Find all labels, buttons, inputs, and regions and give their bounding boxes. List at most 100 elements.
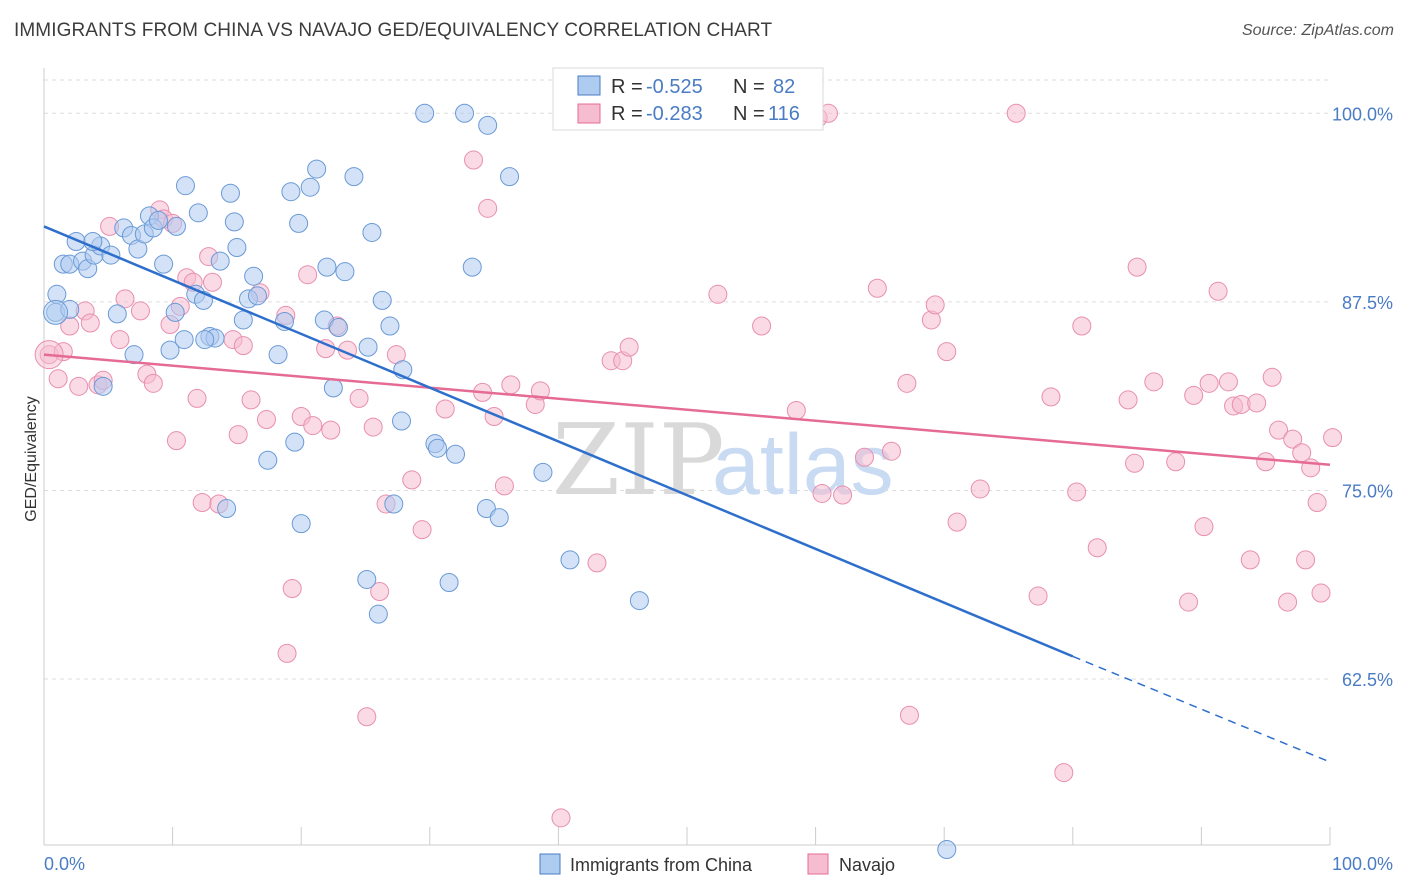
- navajo-point: [1118, 390, 1138, 410]
- navajo-point: [1166, 452, 1186, 472]
- navajo-point: [1311, 583, 1331, 603]
- bottom-legend-china: Immigrants from China: [570, 855, 753, 875]
- china-point: [415, 103, 435, 123]
- navajo-point: [435, 399, 455, 419]
- navajo-point: [897, 373, 917, 393]
- china-point: [476, 499, 496, 519]
- navajo-point: [256, 410, 276, 430]
- trend-lines: [43, 225, 1331, 763]
- china-point: [166, 216, 186, 236]
- legend-swatch-pink: [577, 103, 601, 124]
- navajo-point: [812, 483, 832, 503]
- china-point: [160, 340, 180, 360]
- navajo-point: [494, 476, 514, 496]
- china-point: [195, 330, 215, 350]
- navajo-point: [1247, 393, 1267, 413]
- navajo-point: [587, 553, 607, 573]
- china-point: [188, 203, 208, 223]
- china-point: [392, 411, 412, 431]
- navajo-point: [619, 337, 639, 357]
- navajo-point: [1072, 316, 1092, 336]
- navajo-point: [1278, 592, 1298, 612]
- china-point: [335, 262, 355, 282]
- china-point: [307, 159, 327, 179]
- navajo-point: [349, 388, 369, 408]
- navajo-point: [970, 479, 990, 499]
- navajo-point: [1144, 372, 1164, 392]
- navajo-point: [115, 289, 135, 309]
- china-point: [362, 222, 382, 242]
- navajo-point: [478, 198, 498, 218]
- navajo-point: [69, 376, 89, 396]
- china-point: [478, 115, 498, 135]
- china-point: [629, 591, 649, 611]
- navajo-point: [947, 512, 967, 532]
- navajo-point: [551, 808, 571, 828]
- china-point: [258, 450, 278, 470]
- china-point: [358, 337, 378, 357]
- legend-blue-r-label: R =: [611, 76, 643, 98]
- china-point: [154, 254, 174, 274]
- china-point: [217, 499, 237, 519]
- china-point: [244, 266, 264, 286]
- china-point: [357, 569, 377, 589]
- navajo-point: [110, 330, 130, 350]
- navajo-point: [233, 336, 253, 356]
- series-navajo-points: [34, 103, 1343, 828]
- bottom-legend-navajo: Navajo: [839, 855, 895, 875]
- navajo-point: [786, 400, 806, 420]
- navajo-point: [303, 416, 323, 436]
- navajo-point: [412, 520, 432, 540]
- china-point: [224, 212, 244, 232]
- china-point: [328, 318, 348, 338]
- china-point: [291, 514, 311, 534]
- china-point: [165, 302, 185, 322]
- china-point: [533, 462, 553, 482]
- navajo-point: [282, 579, 302, 599]
- y-tick-label: 75.0%: [1342, 481, 1393, 501]
- navajo-point: [1240, 550, 1260, 570]
- china-point: [344, 167, 364, 187]
- navajo-point: [881, 441, 901, 461]
- china-point-large: [43, 299, 69, 325]
- china-point: [107, 304, 127, 324]
- navajo-point: [130, 301, 150, 321]
- series-china-points: [43, 103, 957, 860]
- navajo-point: [1194, 517, 1214, 537]
- x-tick-label-max: 100.0%: [1332, 854, 1393, 874]
- china-point: [317, 257, 337, 277]
- navajo-point: [402, 470, 422, 490]
- navajo-point: [1199, 373, 1219, 393]
- grid-lines: [44, 79, 1330, 680]
- y-tick-label: 87.5%: [1342, 293, 1393, 313]
- bottom-legend: Immigrants from China Navajo: [539, 853, 895, 875]
- navajo-point: [1006, 103, 1026, 123]
- china-point: [462, 257, 482, 277]
- navajo-point: [298, 265, 318, 285]
- navajo-point: [321, 420, 341, 440]
- china-point: [174, 330, 194, 350]
- china-point: [323, 378, 343, 398]
- china-point: [560, 550, 580, 570]
- navajo-point: [187, 388, 207, 408]
- y-axis-title: GED/Equivalency: [23, 396, 40, 521]
- china-point: [446, 444, 466, 464]
- china-point: [372, 290, 392, 310]
- legend-swatch-blue: [577, 75, 601, 96]
- navajo-point: [1179, 592, 1199, 612]
- china-point: [227, 238, 247, 258]
- navajo-point: [1256, 452, 1276, 472]
- navajo-point: [1296, 550, 1316, 570]
- navajo-point: [1269, 420, 1289, 440]
- navajo-point: [166, 431, 186, 451]
- navajo-point: [241, 390, 261, 410]
- bottom-legend-swatch-navajo: [807, 853, 829, 875]
- china-point: [220, 183, 240, 203]
- china-point: [93, 376, 113, 396]
- china-point: [148, 210, 168, 230]
- china-point: [439, 572, 459, 592]
- china-trend-line: [43, 225, 1074, 658]
- china-point: [281, 182, 301, 202]
- navajo-point: [899, 705, 919, 725]
- china-point: [289, 213, 309, 233]
